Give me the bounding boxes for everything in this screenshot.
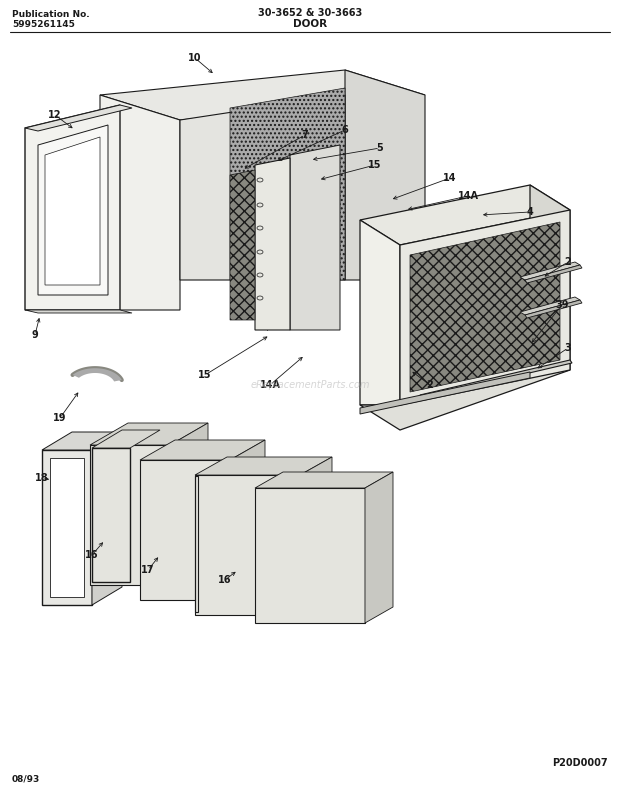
Polygon shape [42, 432, 122, 450]
Polygon shape [360, 370, 570, 430]
Polygon shape [140, 440, 265, 460]
Polygon shape [230, 170, 255, 320]
Polygon shape [525, 300, 582, 318]
Polygon shape [38, 125, 108, 295]
Text: 10: 10 [188, 53, 202, 63]
Text: 16: 16 [86, 550, 99, 560]
Polygon shape [140, 460, 230, 600]
Text: 2: 2 [427, 380, 433, 390]
Text: 6: 6 [342, 125, 348, 135]
Text: 9: 9 [32, 330, 38, 340]
Polygon shape [230, 88, 345, 280]
Text: 12: 12 [48, 110, 62, 120]
Text: 15: 15 [368, 160, 382, 170]
Polygon shape [525, 265, 582, 283]
Polygon shape [360, 185, 570, 245]
Text: 39: 39 [556, 300, 569, 310]
Polygon shape [92, 430, 160, 448]
Text: 4: 4 [526, 207, 533, 217]
Polygon shape [195, 475, 300, 615]
Text: 7: 7 [301, 130, 308, 140]
Polygon shape [290, 145, 340, 330]
Polygon shape [45, 137, 100, 285]
Text: 5995261145: 5995261145 [12, 20, 75, 29]
Text: 14: 14 [443, 173, 457, 183]
Text: Publication No.: Publication No. [12, 10, 90, 19]
Polygon shape [530, 185, 570, 370]
Polygon shape [345, 70, 425, 280]
Polygon shape [92, 432, 122, 605]
Text: 08/93: 08/93 [12, 775, 40, 784]
Polygon shape [90, 423, 208, 445]
Polygon shape [520, 297, 580, 315]
Text: 15: 15 [198, 370, 212, 380]
Polygon shape [25, 105, 132, 131]
Text: eReplacementParts.com: eReplacementParts.com [250, 380, 370, 390]
Polygon shape [195, 457, 332, 475]
Text: 14A: 14A [260, 380, 280, 390]
Polygon shape [400, 210, 570, 405]
Polygon shape [100, 95, 180, 310]
Polygon shape [255, 158, 290, 330]
Polygon shape [170, 423, 208, 585]
Polygon shape [50, 458, 84, 597]
Polygon shape [73, 368, 122, 381]
Polygon shape [520, 262, 580, 280]
Polygon shape [410, 222, 560, 392]
Text: 2: 2 [565, 257, 572, 267]
Text: 30-3652 & 30-3663: 30-3652 & 30-3663 [258, 8, 362, 18]
Polygon shape [255, 488, 365, 623]
Polygon shape [42, 450, 92, 605]
Polygon shape [100, 70, 425, 120]
Polygon shape [25, 310, 132, 313]
Text: DOOR: DOOR [293, 19, 327, 29]
Text: 3: 3 [565, 343, 572, 353]
Polygon shape [360, 220, 400, 405]
Polygon shape [365, 472, 393, 623]
Text: 18: 18 [35, 473, 49, 483]
Polygon shape [180, 95, 345, 280]
Text: P20D0007: P20D0007 [552, 758, 608, 768]
Polygon shape [360, 372, 530, 414]
Text: 19: 19 [53, 413, 67, 423]
Polygon shape [230, 440, 265, 600]
Polygon shape [420, 360, 572, 398]
Polygon shape [90, 445, 170, 585]
Polygon shape [255, 472, 393, 488]
Text: 5: 5 [376, 143, 383, 153]
Text: 17: 17 [141, 565, 155, 575]
Text: 16: 16 [218, 575, 232, 585]
Polygon shape [25, 105, 120, 310]
Polygon shape [300, 457, 332, 615]
Text: 14A: 14A [458, 191, 479, 201]
